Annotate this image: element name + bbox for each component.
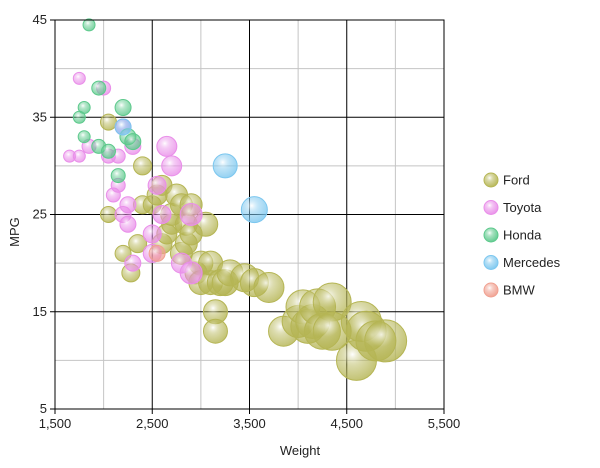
bubble-point bbox=[114, 99, 132, 117]
x-tick-label: 5,500 bbox=[428, 416, 461, 431]
bubble-point bbox=[147, 175, 167, 195]
bubble-point bbox=[82, 18, 96, 32]
legend-swatch bbox=[483, 255, 499, 270]
x-axis-title: Weight bbox=[280, 443, 321, 458]
bubble-point bbox=[179, 261, 203, 285]
bubble-point bbox=[77, 101, 91, 115]
legend-label: Honda bbox=[503, 228, 542, 243]
bubble-point bbox=[99, 113, 117, 131]
y-axis-title: MPG bbox=[7, 217, 22, 247]
bubble-point bbox=[133, 156, 153, 176]
bubble-point bbox=[77, 130, 91, 144]
legend-label: Ford bbox=[503, 173, 530, 188]
axes: 1,500 2,500 3,500 4,500 5,500 5 15 25 35 45 bbox=[33, 12, 461, 431]
series-honda bbox=[72, 18, 142, 184]
series-ford bbox=[99, 113, 408, 381]
bubble-point bbox=[161, 155, 183, 177]
x-tick-label: 3,500 bbox=[233, 416, 266, 431]
y-tick-label: 25 bbox=[33, 207, 47, 222]
legend-label: Toyota bbox=[503, 200, 542, 215]
bubble-point bbox=[110, 168, 126, 184]
bubble-point bbox=[100, 143, 116, 159]
bubble-point bbox=[119, 215, 137, 233]
bubble-point bbox=[124, 133, 142, 151]
legend: Ford Toyota Honda Mercedes BMW bbox=[483, 172, 561, 298]
bubble-point bbox=[72, 149, 86, 163]
bubble-point bbox=[253, 271, 285, 303]
bubble-point bbox=[179, 203, 203, 226]
bubble-point bbox=[72, 71, 86, 85]
bubble-point bbox=[152, 205, 172, 224]
x-tick-label: 2,500 bbox=[136, 416, 169, 431]
bubble-point bbox=[212, 153, 238, 179]
x-tick-label: 4,500 bbox=[330, 416, 363, 431]
bubble-point bbox=[364, 319, 408, 363]
bubble-point bbox=[124, 254, 142, 272]
bubble-point bbox=[202, 318, 228, 344]
legend-swatch bbox=[483, 172, 499, 188]
legend-swatch bbox=[483, 227, 499, 243]
y-tick-label: 15 bbox=[33, 304, 47, 319]
y-tick-label: 35 bbox=[33, 109, 47, 124]
x-tick-label: 1,500 bbox=[39, 416, 72, 431]
plot-points bbox=[63, 18, 408, 381]
y-tick-label: 45 bbox=[33, 12, 47, 27]
bubble-point bbox=[148, 244, 166, 262]
series-bmw bbox=[148, 244, 166, 262]
legend-label: BMW bbox=[503, 283, 536, 298]
bubble-point bbox=[119, 196, 137, 214]
bubble-point bbox=[91, 80, 107, 96]
legend-item-ford: Ford bbox=[483, 172, 530, 188]
bubble-point bbox=[142, 224, 162, 244]
bubble-point bbox=[99, 206, 117, 223]
legend-swatch bbox=[483, 282, 499, 298]
series-mercedes bbox=[114, 118, 268, 224]
legend-item-toyota: Toyota bbox=[483, 200, 542, 215]
y-tick-label: 5 bbox=[40, 401, 47, 416]
legend-item-bmw: BMW bbox=[483, 282, 536, 298]
legend-swatch bbox=[483, 200, 499, 215]
bubble-point bbox=[240, 196, 268, 224]
bubble-point bbox=[156, 135, 178, 157]
bubble-point bbox=[128, 234, 148, 254]
legend-item-honda: Honda bbox=[483, 227, 542, 243]
bubble-point bbox=[114, 118, 132, 136]
legend-item-mercedes: Mercedes bbox=[483, 255, 561, 270]
legend-label: Mercedes bbox=[503, 255, 561, 270]
